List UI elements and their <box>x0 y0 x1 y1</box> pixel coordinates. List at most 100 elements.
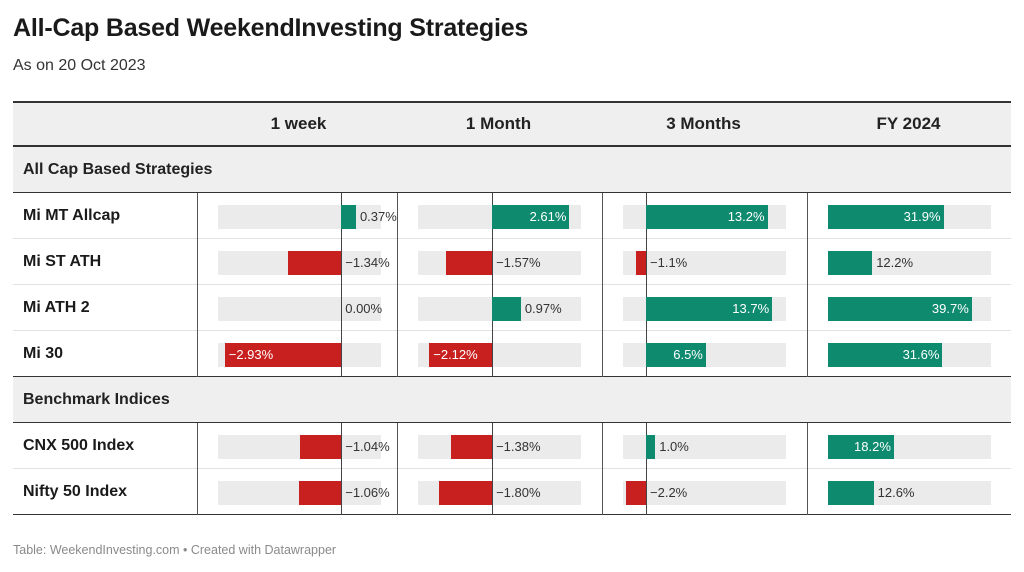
value-label: 2.61% <box>529 209 567 224</box>
table-row: Mi MT Allcap 0.37% 2.61% 13.2% 31.9% <box>13 193 1011 239</box>
cell-fy-2024: 18.2% <box>807 423 1011 469</box>
cell-fy-2024: 12.6% <box>807 469 1011 515</box>
bar-track <box>623 481 786 505</box>
cell-1-week: −1.34% <box>197 239 397 285</box>
zero-line <box>341 285 343 331</box>
value-label: −1.80% <box>496 485 541 500</box>
row-label: Nifty 50 Index <box>23 483 128 500</box>
cell-1-week: −1.04% <box>197 423 397 469</box>
cell-fy-2024: 39.7% <box>807 285 1011 331</box>
value-bar <box>828 297 972 321</box>
value-bar <box>828 435 894 459</box>
column-header-fy-2024: FY 2024 <box>876 114 941 133</box>
value-bar <box>451 435 493 459</box>
chart-footer: Table: WeekendInvesting.com • Created wi… <box>13 543 337 557</box>
value-bar <box>429 343 493 367</box>
value-label: −1.34% <box>345 255 390 270</box>
value-label: −1.38% <box>496 439 541 454</box>
zero-line <box>646 239 648 285</box>
value-label: −2.93% <box>228 347 274 362</box>
value-bar <box>299 481 342 505</box>
bar-track <box>418 435 581 459</box>
row-label: Mi ATH 2 <box>23 299 90 316</box>
value-bar <box>646 343 706 367</box>
zero-line <box>341 469 343 515</box>
cell-1-month: 0.97% <box>397 285 602 331</box>
value-bar <box>224 343 342 367</box>
cell-3-months: −1.1% <box>602 239 807 285</box>
row-label: Mi 30 <box>23 345 64 362</box>
bar-track <box>623 251 786 275</box>
table-body: All Cap Based Strategies Mi MT Allcap 0.37… <box>13 147 1011 515</box>
row-label: Mi MT Allcap <box>23 207 121 224</box>
cell-1-month: 2.61% <box>397 193 602 239</box>
value-bar <box>635 251 647 275</box>
value-bar <box>341 205 356 229</box>
table-row: Mi ST ATH −1.34% −1.57% −1.1% 12.2% <box>13 239 1011 285</box>
row-label: Mi ST ATH <box>23 253 102 270</box>
value-label: 1.0% <box>659 439 689 454</box>
table-row: CNX 500 Index −1.04% −1.38% 1.0% 18.2% <box>13 423 1011 469</box>
chart-subtitle: As on 20 Oct 2023 <box>13 57 146 74</box>
table-header: 1 week 1 Month 3 Months FY 2024 <box>13 103 1011 147</box>
value-bar <box>646 435 656 459</box>
cell-3-months: −2.2% <box>602 469 807 515</box>
column-header-3-months: 3 Months <box>666 114 741 133</box>
value-label: 13.2% <box>727 209 765 224</box>
cell-3-months: 13.7% <box>602 285 807 331</box>
cell-1-month: −1.80% <box>397 469 602 515</box>
cell-1-week: 0.00% <box>197 285 397 331</box>
cell-3-months: 6.5% <box>602 331 807 377</box>
zero-line <box>341 239 343 285</box>
data-table: 1 week 1 Month 3 Months FY 2024 All Cap Bas… <box>13 101 1011 515</box>
zero-line <box>492 239 494 285</box>
value-bar <box>438 481 493 505</box>
zero-line <box>646 469 648 515</box>
table-top-rule <box>13 101 1011 103</box>
cell-3-months: 13.2% <box>602 193 807 239</box>
value-label: 0.00% <box>345 301 383 316</box>
value-bar <box>828 251 873 275</box>
bar-track <box>218 205 381 229</box>
value-label: −1.04% <box>345 439 390 454</box>
zero-line <box>341 423 343 469</box>
group-row-benchmark-indices: Benchmark Indices <box>13 377 1011 423</box>
value-label: −1.06% <box>345 485 390 500</box>
value-bar <box>492 297 521 321</box>
value-label: 0.37% <box>359 209 397 224</box>
value-bar <box>828 343 943 367</box>
value-label: 12.2% <box>876 255 914 270</box>
table-row: Mi ATH 2 0.00% 0.97% 13.7% 39.7% <box>13 285 1011 331</box>
value-bar <box>828 205 944 229</box>
bar-track <box>218 435 381 459</box>
value-label: −1.57% <box>496 255 541 270</box>
zero-line <box>492 331 494 377</box>
cell-1-week: −1.06% <box>197 469 397 515</box>
value-label: −2.2% <box>650 485 688 500</box>
value-bar <box>445 251 493 275</box>
value-label: 18.2% <box>854 439 891 454</box>
value-bar <box>828 481 874 505</box>
column-header-1-month: 1 Month <box>465 114 532 133</box>
cell-fy-2024: 31.6% <box>807 331 1011 377</box>
cell-1-week: −2.93% <box>197 331 397 377</box>
value-label: −1.1% <box>650 255 688 270</box>
value-bar <box>287 251 342 275</box>
zero-line <box>341 331 343 377</box>
row-label: CNX 500 Index <box>23 437 135 454</box>
value-label: 12.6% <box>877 485 915 500</box>
value-label: 13.7% <box>732 301 770 316</box>
cell-1-week: 0.37% <box>197 193 397 239</box>
value-label: −2.12% <box>433 347 478 362</box>
cell-1-month: −1.57% <box>397 239 602 285</box>
column-header-1-week: 1 week <box>270 114 327 133</box>
cell-1-month: −2.12% <box>397 331 602 377</box>
group-row-all-cap-based-strategies: All Cap Based Strategies <box>13 147 1011 193</box>
group-label: All Cap Based Strategies <box>23 161 213 178</box>
bar-track <box>218 297 381 321</box>
value-bar <box>646 205 768 229</box>
value-label: 31.6% <box>902 347 940 362</box>
value-label: 6.5% <box>673 347 703 362</box>
table-row: Mi 30 −2.93% −2.12% 6.5% 31.6% <box>13 331 1011 377</box>
cell-fy-2024: 31.9% <box>807 193 1011 239</box>
